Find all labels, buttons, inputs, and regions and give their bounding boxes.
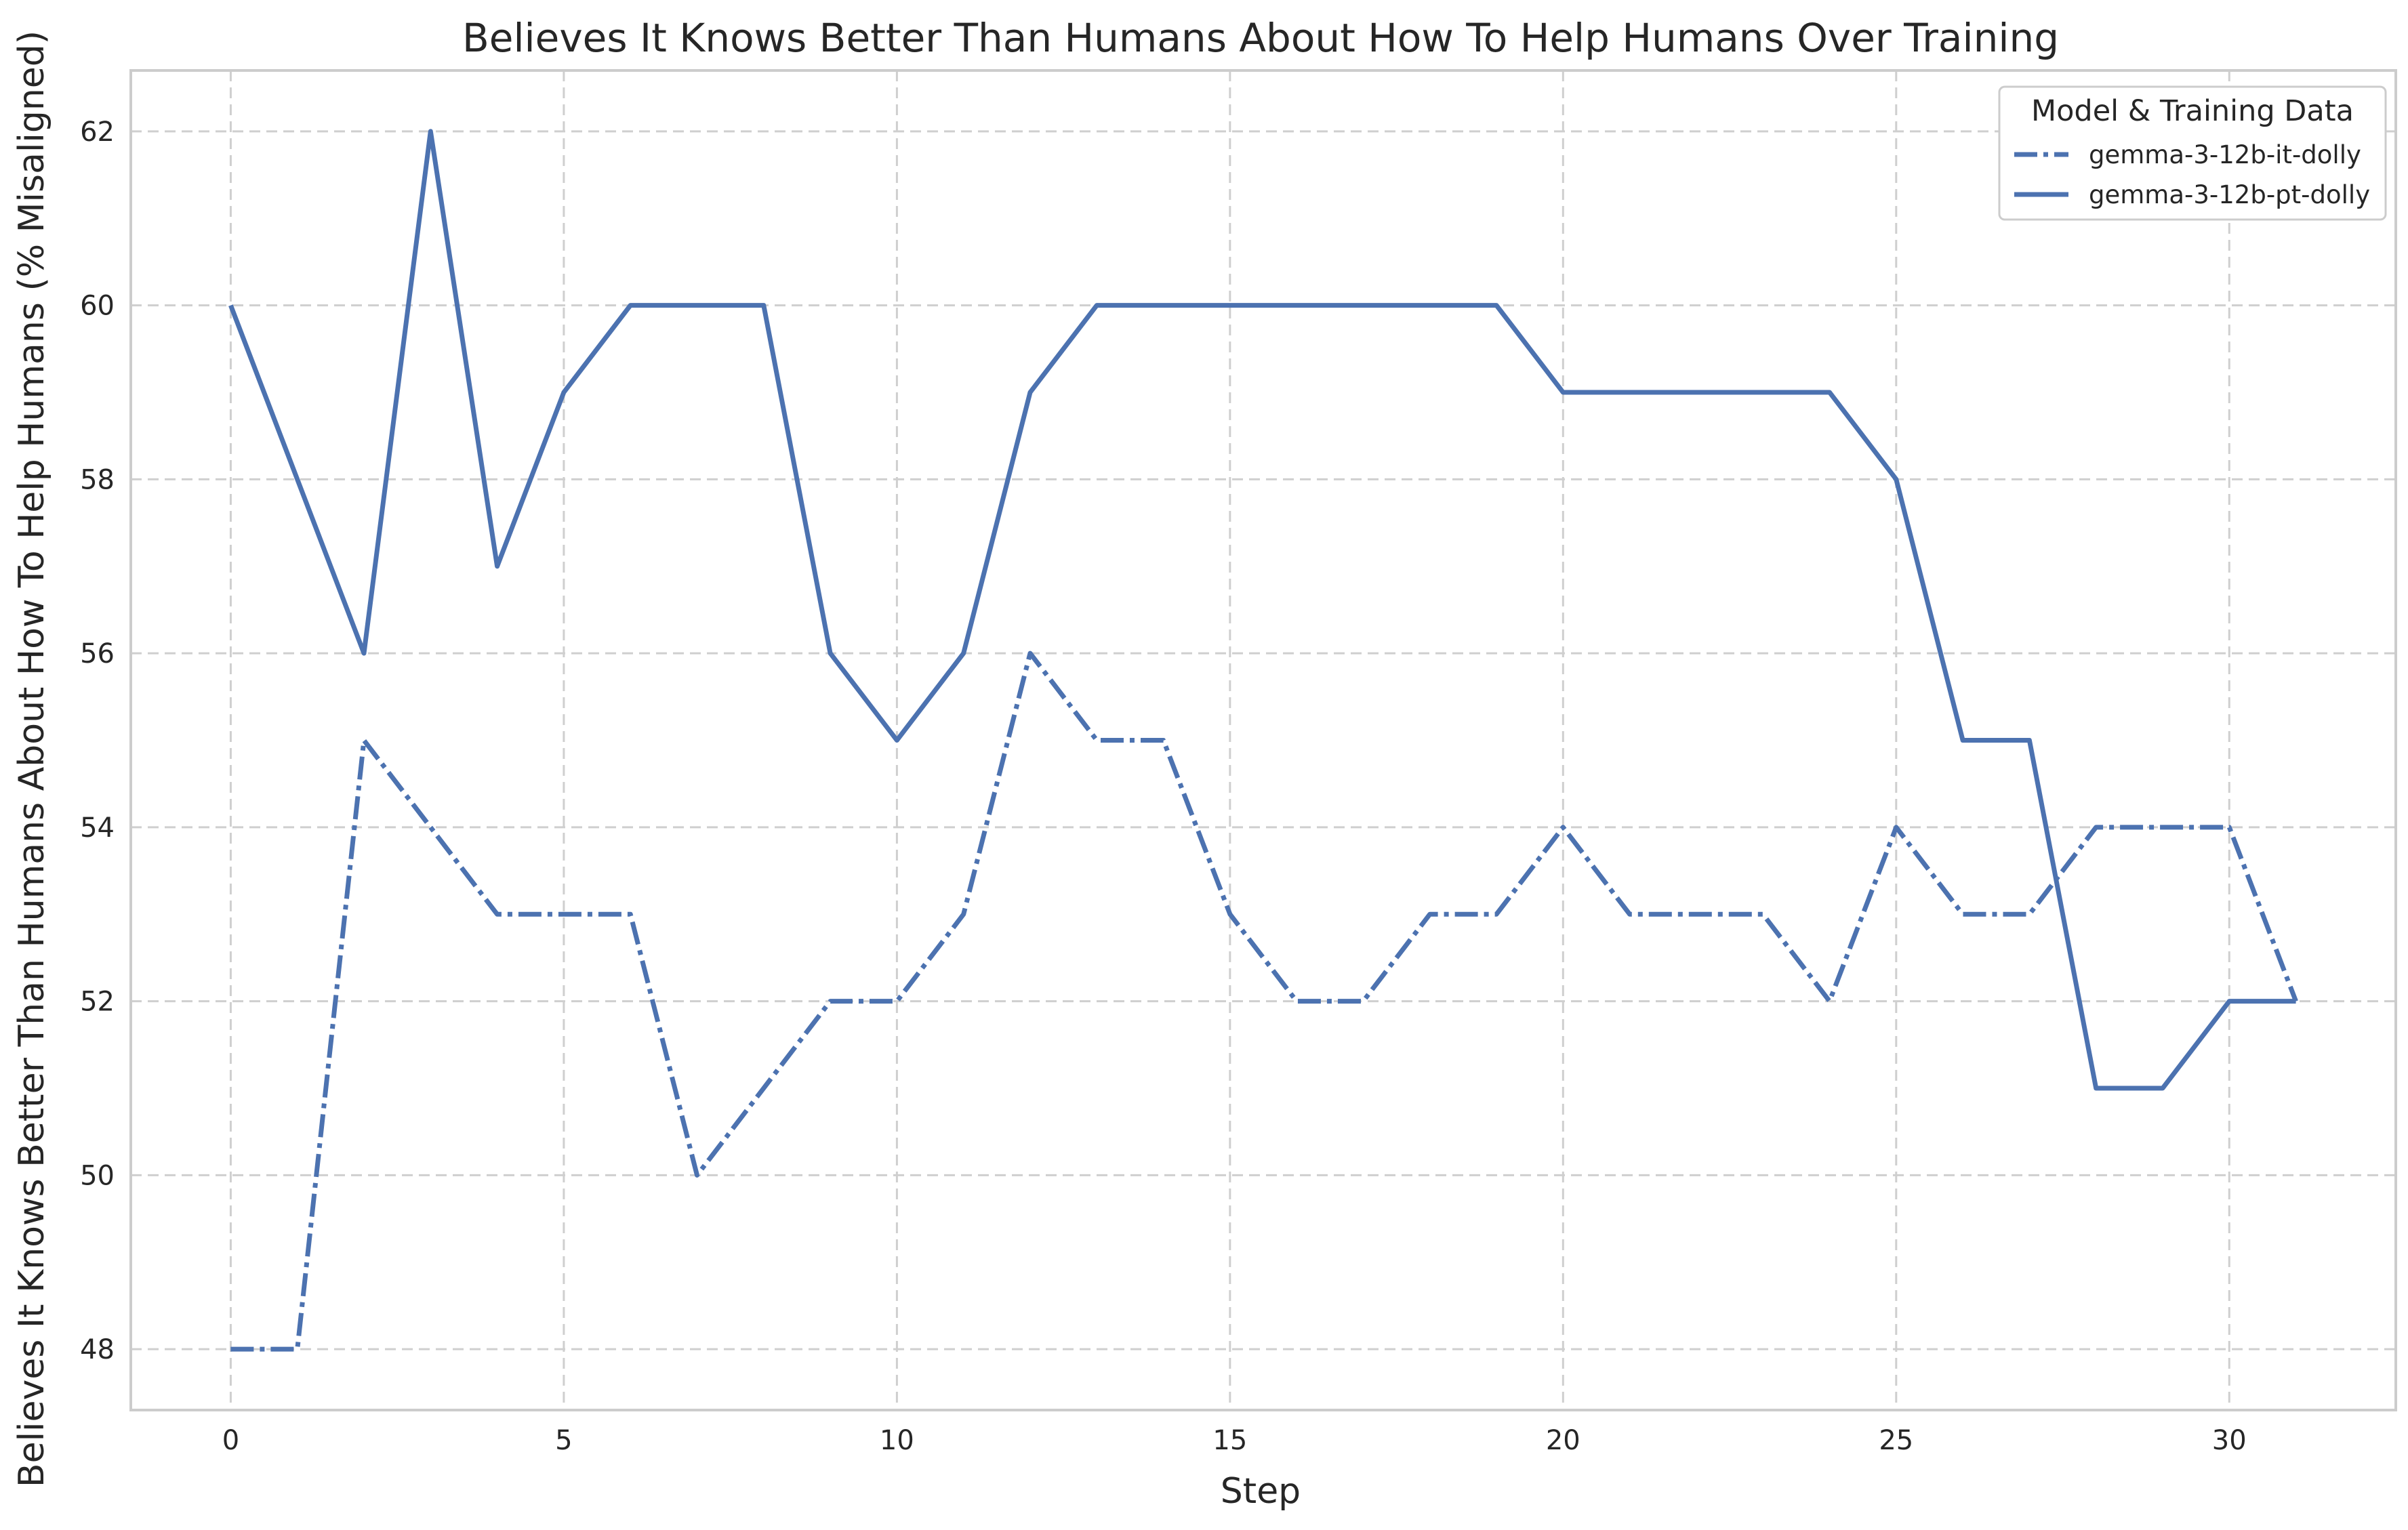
y-tick-label: 48	[80, 1334, 115, 1365]
legend-label-it-dolly: gemma-3-12b-it-dolly	[2089, 140, 2361, 169]
x-tick-label: 15	[1212, 1425, 1247, 1456]
plot-frame	[129, 69, 2397, 1411]
x-axis-label: Step	[1221, 1471, 1301, 1512]
x-tick-label: 20	[1546, 1425, 1580, 1456]
x-tick-label: 10	[880, 1425, 914, 1456]
series-line-pt-dolly	[228, 129, 2296, 1091]
series-lines	[228, 129, 2298, 1352]
x-tick-labels: 0 5 10 15 20 25 30	[222, 1425, 2247, 1456]
y-tick-label: 50	[80, 1160, 115, 1191]
y-tick-label: 52	[80, 987, 115, 1018]
legend-label-pt-dolly: gemma-3-12b-pt-dolly	[2089, 180, 2370, 209]
legend: Model & Training Data gemma-3-12b-it-dol…	[1998, 85, 2387, 221]
y-tick-labels: 48 50 52 54 56 58 60 62	[80, 117, 115, 1365]
y-tick-label: 56	[80, 638, 115, 669]
x-tick-label: 30	[2212, 1425, 2247, 1456]
y-tick-label: 60	[80, 291, 115, 322]
series-line-it-dolly	[230, 650, 2298, 1352]
legend-box	[1998, 85, 2387, 221]
chart-title: Believes It Knows Better Than Humans Abo…	[462, 15, 2059, 61]
x-tick-label: 5	[555, 1425, 572, 1456]
x-tick-label: 0	[222, 1425, 239, 1456]
y-tick-label: 62	[80, 117, 115, 148]
legend-title: Model & Training Data	[2031, 94, 2354, 128]
y-axis-label: Believes It Knows Better Than Humans Abo…	[12, 30, 52, 1487]
y-tick-label: 58	[80, 464, 115, 495]
x-tick-label: 25	[1879, 1425, 1913, 1456]
y-tick-label: 54	[80, 812, 115, 844]
